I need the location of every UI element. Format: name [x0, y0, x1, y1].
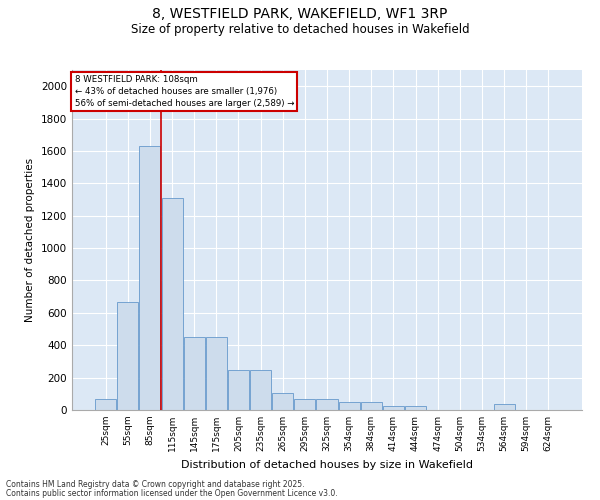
Bar [272, 393, 293, 410]
Text: 8 WESTFIELD PARK: 108sqm
← 43% of detached houses are smaller (1,976)
56% of sem: 8 WESTFIELD PARK: 108sqm ← 43% of detach… [74, 75, 294, 108]
Bar [206, 337, 227, 410]
Text: Contains HM Land Registry data © Crown copyright and database right 2025.: Contains HM Land Registry data © Crown c… [6, 480, 305, 489]
Text: 8, WESTFIELD PARK, WAKEFIELD, WF1 3RP: 8, WESTFIELD PARK, WAKEFIELD, WF1 3RP [152, 8, 448, 22]
Bar [139, 146, 160, 410]
Text: Size of property relative to detached houses in Wakefield: Size of property relative to detached ho… [131, 22, 469, 36]
Bar [250, 370, 271, 410]
Bar [184, 337, 205, 410]
Bar [405, 406, 426, 410]
X-axis label: Distribution of detached houses by size in Wakefield: Distribution of detached houses by size … [181, 460, 473, 469]
Text: Contains public sector information licensed under the Open Government Licence v3: Contains public sector information licen… [6, 488, 338, 498]
Bar [383, 406, 404, 410]
Bar [161, 198, 182, 410]
Y-axis label: Number of detached properties: Number of detached properties [25, 158, 35, 322]
Bar [494, 404, 515, 410]
Bar [118, 302, 139, 410]
Bar [361, 402, 382, 410]
Bar [95, 398, 116, 410]
Bar [338, 402, 359, 410]
Bar [228, 370, 249, 410]
Bar [316, 398, 338, 410]
Bar [295, 398, 316, 410]
